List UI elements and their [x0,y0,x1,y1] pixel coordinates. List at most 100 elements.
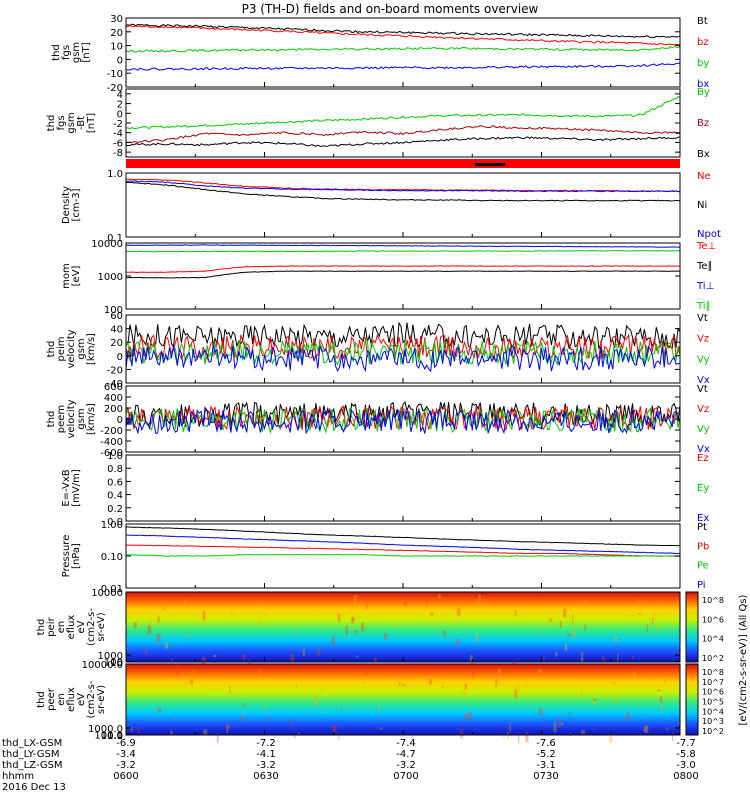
spectrogram-texture [543,655,544,662]
x-axis-value: 0600 [113,771,138,782]
spectrogram-texture [549,618,552,622]
y-tick-label: 0 [117,352,123,363]
spectrogram-texture [332,636,335,645]
y-axis-label: [km/s] [86,333,97,365]
plot-title: P3 (TH-D) fields and on-board moments ov… [242,2,539,16]
y-tick-label: 20 [110,28,123,39]
spectrogram-texture [581,730,585,734]
legend-entry: Bx [697,149,710,160]
colorbar-tick-label: 10^2 [702,654,724,663]
spectrogram-texture [173,718,174,720]
spectrogram-texture [214,686,217,690]
spectrogram-texture [351,618,355,620]
spectrogram-texture [172,659,173,663]
y-tick-label: 10 [110,42,123,53]
panel-background [126,18,680,87]
spectrogram-texture [672,732,673,741]
y-tick-label: -200 [100,426,123,437]
y-tick-label: -10 [107,69,123,80]
spectrogram-texture [658,689,661,691]
x-axis-value: 0630 [253,771,278,782]
spectrogram-texture [354,595,357,604]
spectrogram-texture [243,703,244,708]
y-tick-label: 0.10 [101,552,123,563]
spectrogram-texture [478,595,481,604]
x-axis-row-label: thd_LY-GSM [2,749,59,760]
spectrogram-texture [318,649,321,656]
y-tick-label: 1000 [98,272,123,283]
spectrogram-texture [660,602,661,605]
spectrogram-texture [460,729,463,738]
spectrogram-texture [525,679,527,686]
spectrogram-texture [315,696,318,705]
y-tick-label: 10000.0 [82,660,123,671]
legend-entry: Pi [697,580,706,591]
y-axis-label: sr-eV) [96,685,107,714]
legend-entry: Ti∥ [696,301,711,312]
spectrogram-texture [402,684,405,686]
spectrogram-texture [230,604,233,614]
x-axis-value: -7.6 [536,738,556,749]
y-tick-label: 1.0 [107,451,123,462]
x-axis-value: -4.7 [396,749,416,760]
spectrogram-texture [374,657,377,662]
y-tick-label: -400 [100,437,123,448]
spectrogram-texture [661,704,663,712]
spectrogram-texture [644,714,648,715]
spectrogram-texture [317,610,319,613]
spectrogram-texture [639,613,642,615]
colorbar-tick-label: 10^4 [702,635,724,644]
spectrogram-texture [265,705,266,714]
spectrogram-texture [592,701,596,704]
spectrogram-texture [539,630,541,632]
spectrogram-texture [463,691,467,695]
spectrogram-texture [170,731,173,735]
x-axis-row-label: thd_LZ-GSM [2,760,63,771]
y-tick-label: 0.2 [107,504,123,515]
spectrogram-texture [165,642,168,648]
spectrogram-texture [538,669,541,672]
y-axis-label: [eV] [71,266,82,287]
spectrogram-texture [593,699,597,701]
x-axis-value: -7.4 [396,738,416,749]
y-tick-label: 0 [117,55,123,66]
legend-entry: Vt [697,313,708,324]
y-tick-label: 30 [110,14,123,25]
spectrogram-texture [525,732,528,742]
x-axis-value: 0700 [393,771,418,782]
spectrogram-texture [584,625,586,631]
y-axis-label: [cm-3] [71,188,82,221]
spectrogram-texture [227,724,231,729]
spectrogram-texture [303,649,305,656]
panel-background [126,89,680,157]
spectrogram-texture [465,684,467,690]
spectrogram-texture [157,616,160,622]
y-tick-label: -8 [113,148,123,159]
legend-entry: Ey [697,483,709,494]
spectrogram-texture [145,649,147,654]
spectrogram-texture [495,678,497,687]
spectrogram-texture [565,644,568,650]
spectrogram-texture [539,708,543,715]
legend-entry: Vz [697,404,709,415]
spectrogram-texture [558,718,560,727]
legend-entry: Pb [697,541,709,552]
y-tick-label: 0.8 [107,464,123,475]
x-axis-row-label: hhmm [2,771,34,782]
data-quality-bar [126,159,680,168]
spectrogram-texture [537,595,541,601]
spectrogram-texture [338,613,339,615]
colorbar-tick-label: 10^6 [702,615,724,624]
spectrogram-texture [184,600,186,608]
legend-entry: Pt [697,522,707,533]
spectrogram-texture [456,639,460,644]
spectrogram-texture [259,670,260,676]
x-axis-value: -4.1 [256,749,276,760]
y-axis-label-group: mom[eV] [61,263,82,289]
x-axis-value: 0800 [673,771,698,782]
panel-background [126,243,680,309]
